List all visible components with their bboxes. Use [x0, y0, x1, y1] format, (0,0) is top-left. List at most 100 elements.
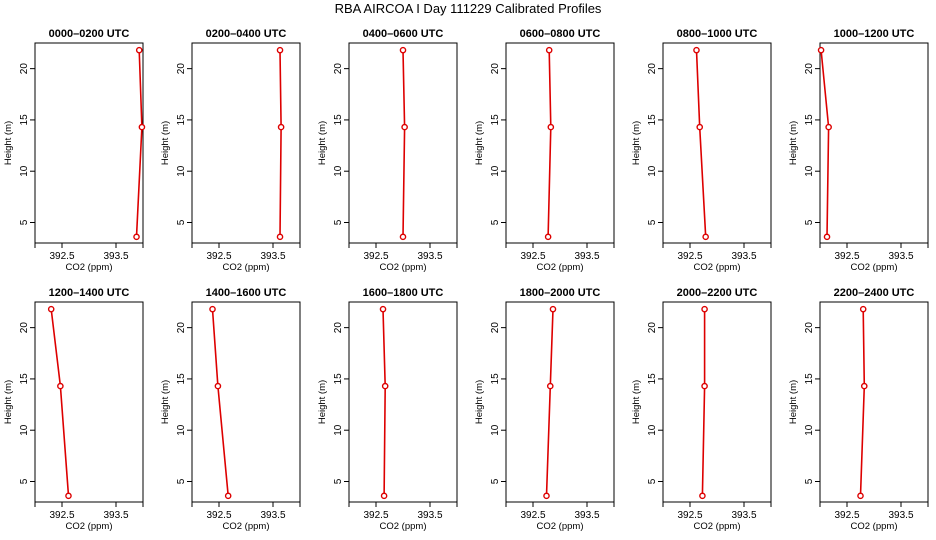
profile-line [820, 50, 830, 237]
y-axis: 5 10 15 20 Height (m) [317, 322, 349, 484]
x-tick-label: 392.5 [834, 510, 859, 521]
y-axis-label: Height (m) [474, 121, 485, 165]
y-tick-label: 15 [490, 114, 501, 126]
y-axis-label: Height (m) [160, 380, 171, 424]
profile-point [133, 233, 140, 241]
panel-title: 0200–0400 UTC [206, 28, 287, 40]
y-tick-label: 10 [176, 165, 187, 177]
x-axis-label: CO2 (ppm) [223, 262, 270, 273]
x-tick-label: 393.5 [417, 251, 442, 262]
y-tick-label: 5 [490, 219, 501, 225]
x-axis-label: CO2 (ppm) [851, 521, 898, 532]
y-tick-label: 10 [333, 165, 344, 177]
y-tick-label: 5 [333, 219, 344, 225]
y-tick-label: 15 [19, 114, 30, 126]
profile-point [547, 123, 555, 131]
y-tick-label: 10 [804, 424, 815, 436]
profile-point [823, 233, 831, 241]
y-axis: 5 10 15 20 Height (m) [474, 63, 506, 225]
profile-point [546, 382, 554, 390]
profile-point [209, 305, 216, 313]
x-axis-label: CO2 (ppm) [66, 262, 113, 273]
y-tick-label: 15 [333, 373, 344, 385]
x-axis-label: CO2 (ppm) [66, 521, 113, 532]
plot-frame [34, 301, 144, 503]
x-tick-label: 393.5 [260, 510, 285, 521]
profile-point [699, 492, 706, 500]
y-tick-label: 20 [19, 322, 30, 334]
plot-frame [505, 301, 615, 503]
profile-point [135, 46, 143, 54]
profile-line [382, 309, 387, 496]
y-tick-label: 15 [176, 373, 187, 385]
y-axis: 5 10 15 20 Height (m) [788, 322, 820, 484]
y-axis: 5 10 15 20 Height (m) [788, 63, 820, 225]
x-tick-label: 392.5 [363, 251, 388, 262]
profile-point [224, 492, 232, 500]
panel-title: 1000–1200 UTC [834, 28, 915, 40]
profile-line [701, 309, 706, 496]
y-tick-label: 10 [19, 424, 30, 436]
profile-point [859, 305, 867, 313]
y-axis: 5 10 15 20 Height (m) [474, 322, 506, 484]
plot-frame [191, 42, 301, 244]
x-tick-label: 393.5 [417, 510, 442, 521]
y-tick-label: 20 [804, 63, 815, 75]
x-tick-label: 393.5 [260, 251, 285, 262]
y-tick-label: 15 [490, 373, 501, 385]
profile-point [817, 46, 825, 54]
y-axis-label: Height (m) [317, 121, 328, 165]
y-tick-label: 20 [176, 322, 187, 334]
y-tick-label: 20 [647, 322, 658, 334]
profile-point [549, 305, 557, 313]
x-tick-label: 393.5 [103, 251, 128, 262]
profile-line [545, 309, 554, 496]
panel-title: 2200–2400 UTC [834, 287, 915, 299]
y-tick-label: 5 [176, 219, 187, 225]
y-tick-label: 10 [19, 165, 30, 177]
x-axis-label: CO2 (ppm) [694, 521, 741, 532]
y-tick-label: 10 [647, 424, 658, 436]
y-tick-label: 5 [804, 478, 815, 484]
y-tick-label: 5 [176, 478, 187, 484]
y-tick-label: 15 [804, 114, 815, 126]
y-tick-label: 20 [176, 63, 187, 75]
y-tick-label: 15 [647, 373, 658, 385]
y-axis: 5 10 15 20 Height (m) [160, 322, 192, 484]
plot-frame [819, 42, 929, 244]
profile-point [47, 305, 55, 313]
y-axis: 5 10 15 20 Height (m) [3, 322, 35, 484]
y-tick-label: 5 [647, 219, 658, 225]
y-tick-label: 5 [647, 478, 658, 484]
x-tick-label: 393.5 [574, 251, 599, 262]
y-axis-label: Height (m) [788, 121, 799, 165]
y-tick-label: 20 [333, 322, 344, 334]
x-tick-label: 393.5 [888, 510, 913, 521]
panel-title: 0400–0600 UTC [363, 28, 444, 40]
profile-line [279, 50, 282, 237]
profile-point [701, 305, 708, 313]
y-axis-label: Height (m) [317, 380, 328, 424]
y-tick-label: 10 [490, 424, 501, 436]
plot-frame [662, 42, 772, 244]
x-axis-label: CO2 (ppm) [537, 262, 584, 273]
figure-title: RBA AIRCOA I Day 111229 Calibrated Profi… [335, 1, 602, 16]
profile-point [381, 382, 389, 390]
y-axis-label: Height (m) [3, 121, 14, 165]
x-axis-label: CO2 (ppm) [694, 262, 741, 273]
panel-title: 0600–0800 UTC [520, 28, 601, 40]
profile-point [214, 382, 222, 390]
y-axis-label: Height (m) [474, 380, 485, 424]
y-tick-label: 10 [647, 165, 658, 177]
profile-line [695, 50, 707, 237]
profile-point [857, 492, 864, 500]
